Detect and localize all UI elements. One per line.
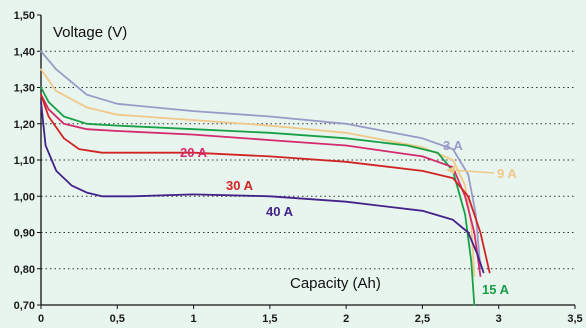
series-line — [40, 101, 485, 274]
x-tick-label: 3 — [496, 313, 502, 325]
y-tick-label: 1,50 — [14, 10, 35, 22]
series-label: 30 A — [226, 178, 254, 193]
y-tick-label: 0,90 — [14, 228, 35, 240]
series-label: 20 A — [180, 145, 208, 160]
x-tick-label: 1,5 — [262, 313, 277, 325]
label-leader-line — [451, 169, 495, 174]
series-lines — [40, 50, 491, 306]
series-label: 9 A — [497, 166, 517, 181]
y-tick-label: 1,30 — [14, 83, 35, 95]
y-axis-label: Voltage (V) — [53, 24, 127, 41]
series-line — [40, 86, 476, 306]
series-label: 3 A — [443, 138, 463, 153]
x-tick-label: 2 — [343, 313, 349, 325]
x-tick-label: 0 — [38, 313, 44, 325]
series-line — [40, 68, 476, 277]
y-tick-label: 1,00 — [14, 191, 35, 203]
series-line — [40, 93, 491, 274]
x-tick-label: 2,5 — [415, 313, 430, 325]
y-tick-label: 1,40 — [14, 46, 35, 58]
y-tick-labels: 0,70 0,80 0,90 1,00 1,10 1,20 1,30 1,40 1,50 — [14, 10, 35, 312]
x-tick-label: 3,5 — [567, 313, 582, 325]
y-tick-label: 0,80 — [14, 264, 35, 276]
y-tick-label: 1,20 — [14, 119, 35, 131]
y-tick-label: 1,10 — [14, 155, 35, 167]
x-tick-labels: 0 0,5 1 1,5 2 2,5 3 3,5 — [38, 313, 583, 325]
y-tick-label: 0,70 — [14, 300, 35, 312]
arrow-head-icon — [446, 166, 455, 174]
x-axis-label: Capacity (Ah) — [290, 275, 381, 292]
axes — [37, 14, 576, 309]
x-tick-label: 0,5 — [110, 313, 125, 325]
series-label: 15 A — [482, 282, 510, 297]
series-line — [40, 50, 482, 270]
series-line — [40, 93, 482, 277]
series-label: 40 A — [266, 204, 294, 219]
series-labels: 3 A 9 A 15 A 20 A 30 A 40 A — [180, 138, 517, 297]
x-tick-label: 1 — [191, 313, 197, 325]
